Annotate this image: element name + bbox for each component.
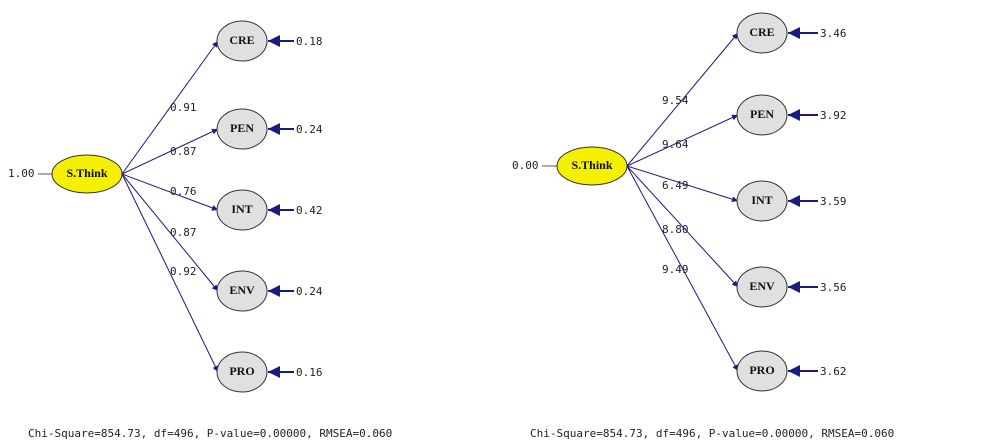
error-label: 0.18 — [296, 35, 323, 48]
loading-label: 6.49 — [662, 179, 689, 192]
error-label: 3.56 — [820, 281, 847, 294]
indicator-label: PRO — [229, 364, 254, 378]
latent-label: S.Think — [66, 166, 107, 180]
loading-label: 0.92 — [170, 265, 197, 278]
error-label: 3.59 — [820, 195, 847, 208]
indicator-label: INT — [751, 193, 772, 207]
indicator-label: ENV — [229, 283, 255, 297]
loading-label: 0.91 — [170, 101, 197, 114]
fit-statistics: Chi-Square=854.73, df=496, P-value=0.000… — [28, 427, 392, 440]
error-label: 3.46 — [820, 27, 847, 40]
path-diagram-page: 1.00 0.91 CRE 0.18 0.87 PEN 0.24 0.76 INT 0.42 0.8… — [0, 0, 983, 441]
variance-label: 1.00 — [8, 167, 35, 180]
error-label: 3.62 — [820, 365, 847, 378]
error-label: 0.42 — [296, 204, 323, 217]
error-label: 0.16 — [296, 366, 323, 379]
error-label: 3.92 — [820, 109, 847, 122]
indicator-label: CRE — [229, 33, 254, 47]
loading-label: 0.87 — [170, 226, 197, 239]
fit-statistics: Chi-Square=854.73, df=496, P-value=0.000… — [530, 427, 894, 440]
indicator-label: PEN — [230, 121, 254, 135]
indicator-label: ENV — [749, 279, 775, 293]
loading-label: 9.54 — [662, 94, 689, 107]
loading-label: 0.87 — [170, 145, 197, 158]
indicator-label: PRO — [749, 363, 774, 377]
error-label: 0.24 — [296, 123, 323, 136]
indicator-label: INT — [231, 202, 252, 216]
loading-label: 9.64 — [662, 138, 689, 151]
loading-label: 9.49 — [662, 263, 689, 276]
loading-label: 0.76 — [170, 185, 197, 198]
indicator-label: CRE — [749, 25, 774, 39]
latent-label: S.Think — [571, 158, 612, 172]
error-label: 0.24 — [296, 285, 323, 298]
indicator-label: PEN — [750, 107, 774, 121]
loading-label: 8.80 — [662, 223, 689, 236]
variance-label: 0.00 — [512, 159, 539, 172]
